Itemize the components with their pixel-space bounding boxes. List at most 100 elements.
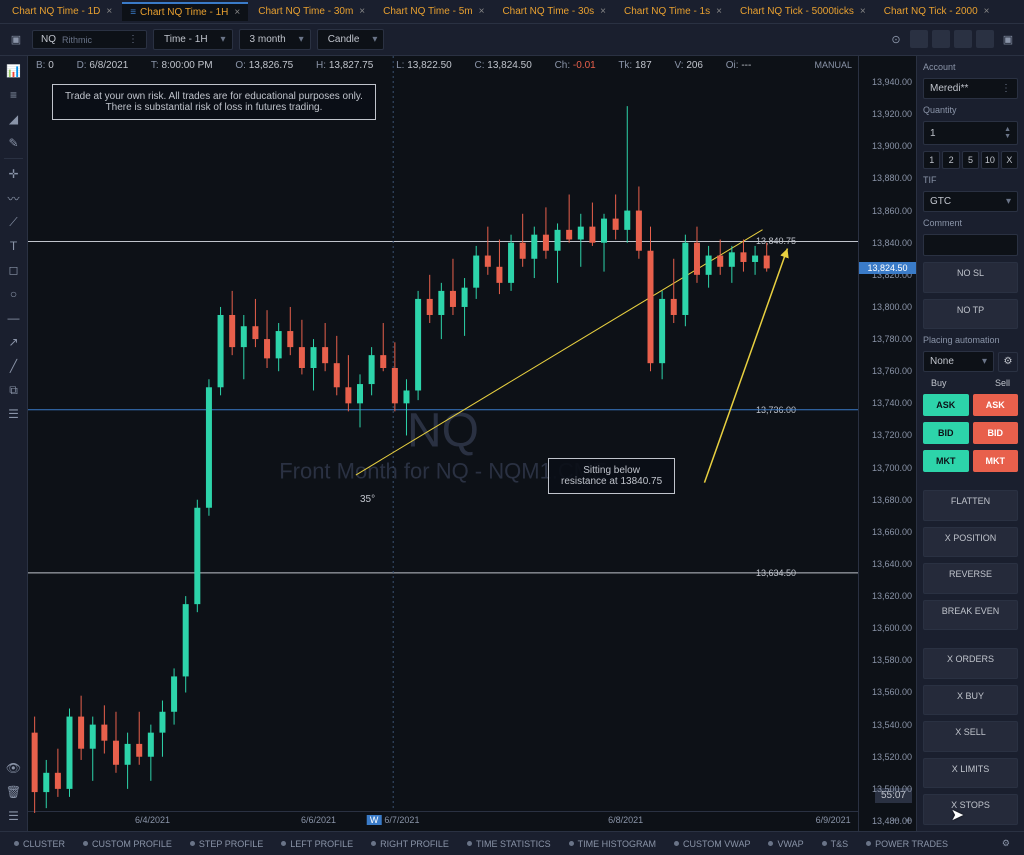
shapes-icon[interactable]: ◻ [2,259,26,281]
fib-icon[interactable]: ⟋ [2,211,26,233]
quantity-input[interactable]: 1▲▼ [923,121,1018,145]
menu-icon[interactable]: ☰ [2,805,26,827]
qty-preset-button[interactable]: 2 [942,151,959,169]
comment-input[interactable] [923,234,1018,256]
hline-icon[interactable]: — [2,307,26,329]
close-icon[interactable]: × [106,6,112,17]
bottom-item[interactable]: VWAP [760,836,811,852]
range-select[interactable]: 3 month [239,29,311,50]
bottom-item[interactable]: CLUSTER [6,836,73,852]
account-select[interactable]: Meredi**⋮ [923,78,1018,99]
drawing-tools: 📊 ≡ ◢ ✎ ✛ 〰 ⟋ T ◻ ○ — ↗ ╱ ⧉ ☰ 👁 🗑 ☰ [0,56,28,831]
tab[interactable]: Chart NQ Time - 30s× [494,3,614,20]
quantity-label: Quantity [923,105,1018,115]
bottom-gear-icon[interactable]: ⚙ [994,835,1018,852]
bottom-item[interactable]: STEP PROFILE [182,836,271,852]
price-tick: 13,840.00 [872,238,912,248]
xlimits-button[interactable]: X LIMITS [923,758,1018,789]
tab[interactable]: Chart NQ Tick - 2000× [876,3,998,20]
bottom-item[interactable]: CUSTOM VWAP [666,836,759,852]
close-icon[interactable]: × [600,6,606,17]
bottom-item[interactable]: TIME STATISTICS [459,836,559,852]
crosshair-icon[interactable]: ✛ [2,163,26,185]
comment-label: Comment [923,218,1018,228]
tool-icon-4[interactable] [976,30,994,48]
xbuy-button[interactable]: X BUY [923,685,1018,716]
toolbar: ▣ NQ Rithmic ⋮ Time - 1H 3 month Candle … [0,24,1024,56]
tab[interactable]: Chart NQ Time - 5m× [375,3,492,20]
close-icon[interactable]: × [716,6,722,17]
tab[interactable]: ≡Chart NQ Time - 1H× [122,2,248,21]
disclaimer-box: Trade at your own risk. All trades are f… [52,84,376,120]
bottom-item[interactable]: POWER TRADES [858,836,956,852]
price-tick: 13,480.00 [872,816,912,826]
timeframe-select[interactable]: Time - 1H [153,29,233,50]
price-tick: 13,680.00 [872,495,912,505]
layers-icon[interactable]: ≡ [2,84,26,106]
close-icon[interactable]: × [860,6,866,17]
sell-ask-button[interactable]: ASK [973,394,1019,416]
xstops-button[interactable]: X STOPS [923,794,1018,825]
tab[interactable]: Chart NQ Time - 30m× [250,3,373,20]
xsell-button[interactable]: X SELL [923,721,1018,752]
trash-icon[interactable]: 🗑 [2,781,26,803]
panel-toggle-icon[interactable]: ▣ [6,30,26,50]
qty-preset-button[interactable]: X [1001,151,1018,169]
bottom-item[interactable]: T&S [814,836,857,852]
ruler-icon[interactable]: ◢ [2,108,26,130]
qty-preset-button[interactable]: 1 [923,151,940,169]
bottom-item[interactable]: TIME HISTOGRAM [561,836,664,852]
style-select[interactable]: Candle [317,29,385,50]
qty-preset-button[interactable]: 10 [981,151,998,169]
chart-area[interactable]: B: 0 D: 6/8/2021 T: 8:00:00 PM O: 13,826… [28,56,858,831]
flatten-button[interactable]: FLATTEN [923,490,1018,521]
brush-icon[interactable]: ✎ [2,132,26,154]
buy-mkt-button[interactable]: MKT [923,450,969,472]
symbol-text: NQ [41,34,56,45]
tool-icon-1[interactable] [910,30,928,48]
search-icon[interactable]: ⊙ [886,30,906,50]
price-tick: 13,860.00 [872,206,912,216]
current-price-label: 13,824.50 [859,262,916,274]
bottom-item[interactable]: CUSTOM PROFILE [75,836,180,852]
tool-icon-3[interactable] [954,30,972,48]
automation-select[interactable]: None▾ [923,351,994,372]
text-icon[interactable]: T [2,235,26,257]
reverse-button[interactable]: REVERSE [923,563,1018,594]
price-tick: 13,640.00 [872,559,912,569]
tab[interactable]: Chart NQ Time - 1s× [616,3,730,20]
arrow-icon[interactable]: ↗ [2,331,26,353]
automation-gear-icon[interactable]: ⚙ [998,352,1018,372]
qty-preset-button[interactable]: 5 [962,151,979,169]
sell-mkt-button[interactable]: MKT [973,450,1019,472]
line-icon[interactable]: ╱ [2,355,26,377]
close-icon[interactable]: × [984,6,990,17]
buy-bid-button[interactable]: BID [923,422,969,444]
no-tp-button[interactable]: NO TP [923,299,1018,330]
xorders-button[interactable]: X ORDERS [923,648,1018,679]
list-icon[interactable]: ☰ [2,403,26,425]
eye-icon[interactable]: 👁 [2,757,26,779]
bottom-item[interactable]: RIGHT PROFILE [363,836,457,852]
panel-right-icon[interactable]: ▣ [998,30,1018,50]
tab[interactable]: Chart NQ Time - 1D× [4,3,120,20]
tool-icon-2[interactable] [932,30,950,48]
magnet-icon[interactable]: ⧉ [2,379,26,401]
buy-ask-button[interactable]: ASK [923,394,969,416]
ellipse-icon[interactable]: ○ [2,283,26,305]
tif-select[interactable]: GTC▾ [923,191,1018,212]
indicator-icon[interactable]: 📊 [2,60,26,82]
no-sl-button[interactable]: NO SL [923,262,1018,293]
close-icon[interactable]: × [234,7,240,18]
price-axis[interactable]: 55:07 − + 13,480.0013,500.0013,520.0013,… [858,56,916,831]
close-icon[interactable]: × [479,6,485,17]
xposition-button[interactable]: X POSITION [923,527,1018,558]
trend-icon[interactable]: 〰 [2,187,26,209]
breakeven-button[interactable]: BREAK EVEN [923,600,1018,631]
bottom-item[interactable]: LEFT PROFILE [273,836,361,852]
tab[interactable]: Chart NQ Tick - 5000ticks× [732,3,874,20]
symbol-dropdown-icon[interactable]: ⋮ [128,34,138,45]
symbol-input[interactable]: NQ Rithmic ⋮ [32,30,147,49]
close-icon[interactable]: × [359,6,365,17]
sell-bid-button[interactable]: BID [973,422,1019,444]
